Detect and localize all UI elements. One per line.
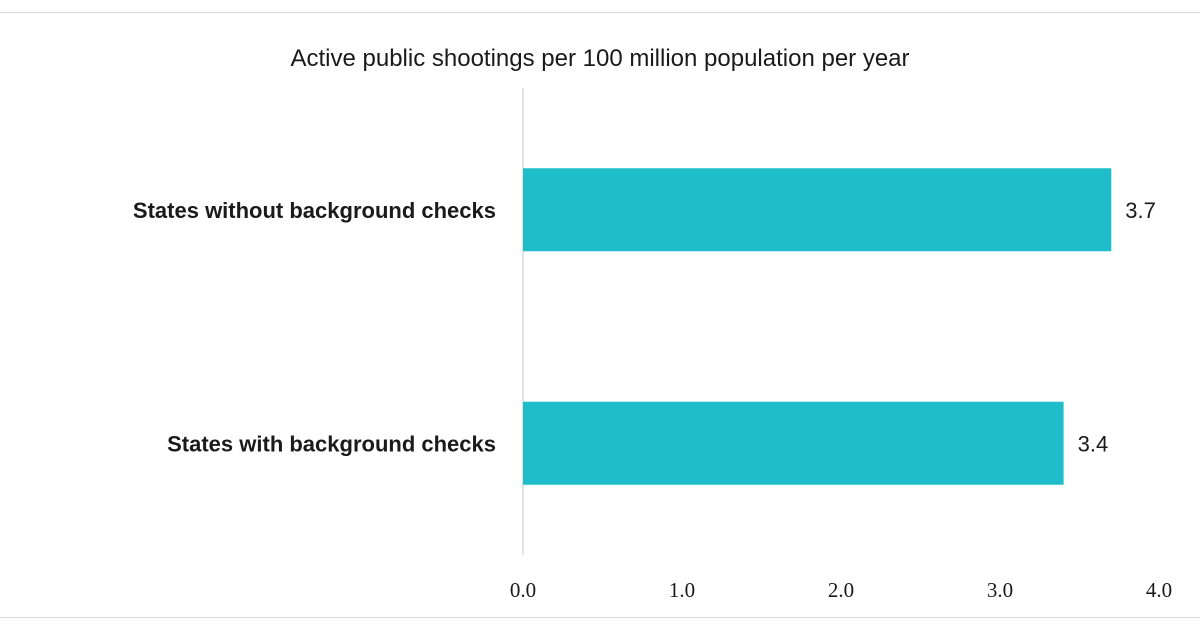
x-tick-1: 1.0 xyxy=(669,578,695,602)
x-tick-labels: 0.0 1.0 2.0 3.0 4.0 xyxy=(510,578,1172,602)
x-tick-0: 0.0 xyxy=(510,578,536,602)
value-label-1: 3.7 xyxy=(1125,198,1156,223)
bar-1 xyxy=(523,168,1112,252)
value-label-2: 3.4 xyxy=(1078,431,1109,456)
chart-title: Active public shootings per 100 million … xyxy=(290,45,909,72)
top-divider xyxy=(0,12,1200,13)
category-label-2: States with background checks xyxy=(167,431,496,456)
bottom-divider xyxy=(0,617,1200,618)
x-tick-2: 2.0 xyxy=(828,578,854,602)
x-tick-3: 3.0 xyxy=(987,578,1013,602)
category-label-1: States without background checks xyxy=(133,198,496,223)
bar-2 xyxy=(523,401,1064,485)
x-tick-4: 4.0 xyxy=(1146,578,1172,602)
bars-group: States without background checks 3.7 State… xyxy=(133,168,1156,485)
